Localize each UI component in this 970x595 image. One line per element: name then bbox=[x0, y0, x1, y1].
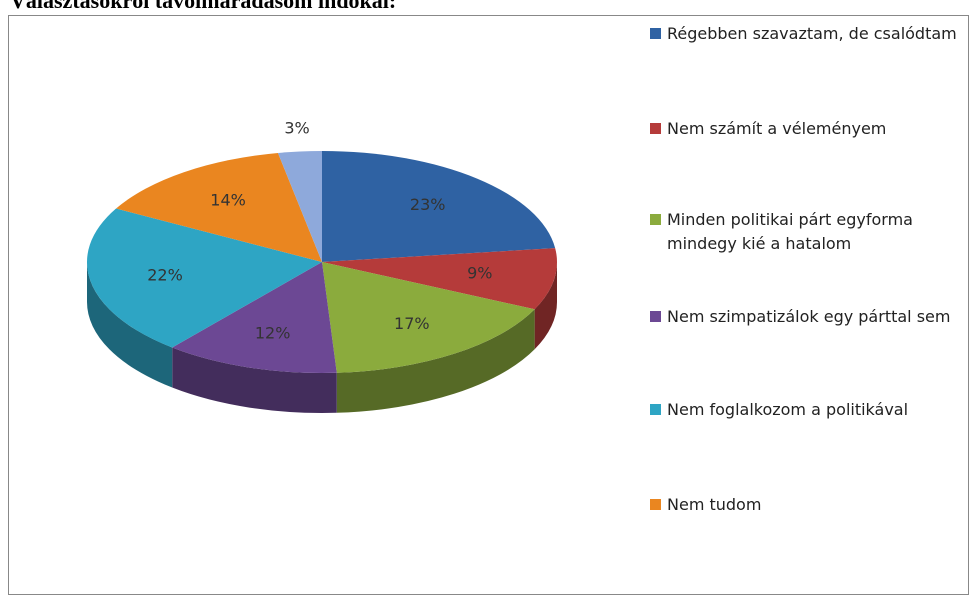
legend-swatch bbox=[650, 404, 661, 415]
slice bbox=[322, 248, 557, 310]
slice bbox=[322, 151, 556, 262]
data-label: 17% bbox=[394, 314, 430, 333]
legend-entry: Nem foglalkozom a politikával bbox=[650, 398, 970, 422]
legend-label: Nem számít a véleményem bbox=[667, 119, 887, 138]
legend-entry: Régebben szavaztam, de csalódtam bbox=[650, 22, 970, 46]
legend-entry: Nem tudom bbox=[650, 493, 970, 517]
legend-entry: Minden politikai párt egyforma mindegy k… bbox=[650, 208, 970, 256]
legend-swatch bbox=[650, 28, 661, 39]
data-label: 9% bbox=[467, 263, 492, 282]
slice-side bbox=[172, 347, 337, 414]
data-label: 22% bbox=[147, 266, 183, 285]
legend-entry: Nem számít a véleményem bbox=[650, 117, 970, 141]
slice-side bbox=[87, 262, 173, 388]
legend-label: Régebben szavaztam, de csalódtam bbox=[667, 24, 957, 43]
legend-swatch bbox=[650, 311, 661, 322]
legend-swatch bbox=[650, 123, 661, 134]
legend-swatch bbox=[650, 499, 661, 510]
slice bbox=[116, 152, 322, 262]
slice-side bbox=[336, 309, 535, 413]
slice-side bbox=[534, 262, 557, 350]
slice bbox=[87, 208, 322, 348]
data-label: 23% bbox=[410, 195, 446, 214]
legend-label: Nem szimpatizálok egy párttal sem bbox=[667, 307, 951, 326]
legend-label: Nem tudom bbox=[667, 495, 762, 514]
chart: 23% 9% 17% 12% 22% 14% 3% bbox=[87, 119, 557, 414]
legend-label: Minden politikai párt egyforma mindegy k… bbox=[667, 210, 913, 253]
slice bbox=[277, 151, 322, 262]
data-label: 12% bbox=[255, 323, 291, 342]
data-label: 3% bbox=[284, 119, 309, 138]
legend-label: Nem foglalkozom a politikával bbox=[667, 400, 909, 419]
chart-title: Választásokról távolmaradásom indokai: bbox=[10, 0, 397, 13]
slice bbox=[322, 262, 535, 373]
slice bbox=[172, 262, 337, 374]
legend-entry: Nem szimpatizálok egy párttal sem bbox=[650, 305, 970, 329]
legend-swatch bbox=[650, 214, 661, 225]
page: Választásokról távolmaradásom indokai: 2… bbox=[8, 0, 970, 595]
data-label: 14% bbox=[210, 190, 246, 209]
